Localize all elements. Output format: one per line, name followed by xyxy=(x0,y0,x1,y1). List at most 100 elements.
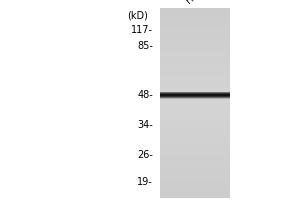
Bar xyxy=(160,173,230,174)
Bar xyxy=(160,131,230,132)
Bar xyxy=(160,57,230,58)
Bar xyxy=(160,68,230,69)
Bar xyxy=(160,69,230,70)
Bar xyxy=(160,93,230,94)
Bar xyxy=(160,44,230,45)
Bar xyxy=(160,96,230,97)
Bar xyxy=(160,58,230,59)
Bar xyxy=(160,95,230,96)
Bar xyxy=(160,167,230,168)
Text: 85-: 85- xyxy=(137,41,153,51)
Bar xyxy=(160,78,230,79)
Text: 48-: 48- xyxy=(137,90,153,100)
Bar xyxy=(160,137,230,138)
Bar xyxy=(160,126,230,127)
Bar xyxy=(160,141,230,142)
Bar xyxy=(160,46,230,47)
Bar xyxy=(160,33,230,34)
Bar xyxy=(160,153,230,154)
Bar xyxy=(160,132,230,133)
Bar xyxy=(160,34,230,35)
Text: 117-: 117- xyxy=(131,25,153,35)
Bar xyxy=(160,130,230,131)
Bar xyxy=(160,184,230,185)
Bar xyxy=(160,16,230,17)
Bar xyxy=(160,158,230,159)
Bar xyxy=(160,75,230,76)
Bar xyxy=(160,182,230,183)
Bar xyxy=(160,189,230,190)
Bar xyxy=(160,77,230,78)
Bar xyxy=(160,185,230,186)
Bar xyxy=(160,35,230,36)
Bar xyxy=(160,38,230,39)
Bar xyxy=(160,39,230,40)
Bar xyxy=(160,24,230,25)
Bar xyxy=(160,26,230,27)
Bar xyxy=(160,70,230,71)
Bar xyxy=(160,191,230,192)
Bar xyxy=(160,148,230,149)
Bar xyxy=(160,186,230,187)
Bar xyxy=(160,121,230,122)
Bar xyxy=(160,27,230,28)
Bar xyxy=(160,157,230,158)
Bar xyxy=(160,42,230,43)
Bar xyxy=(160,60,230,61)
Text: HeLa: HeLa xyxy=(184,0,209,6)
Bar xyxy=(160,99,230,100)
Bar xyxy=(160,91,230,92)
Bar xyxy=(160,124,230,125)
Bar xyxy=(160,194,230,195)
Bar xyxy=(160,129,230,130)
Bar xyxy=(160,25,230,26)
Bar xyxy=(160,20,230,21)
Text: 34-: 34- xyxy=(137,120,153,130)
Bar xyxy=(160,14,230,15)
Bar xyxy=(160,181,230,182)
Bar xyxy=(160,8,230,9)
Bar xyxy=(160,143,230,144)
Bar xyxy=(160,15,230,16)
Bar xyxy=(160,174,230,175)
Bar xyxy=(160,108,230,109)
Bar xyxy=(160,120,230,121)
Bar xyxy=(160,123,230,124)
Bar xyxy=(160,101,230,102)
Bar xyxy=(160,195,230,196)
Bar xyxy=(160,114,230,115)
Bar xyxy=(160,116,230,117)
Bar xyxy=(160,192,230,193)
Bar xyxy=(160,52,230,53)
Bar xyxy=(160,118,230,119)
Bar xyxy=(160,56,230,57)
Bar xyxy=(160,134,230,135)
Bar xyxy=(160,155,230,156)
Bar xyxy=(160,117,230,118)
Bar xyxy=(160,49,230,50)
Bar xyxy=(160,177,230,178)
Bar xyxy=(160,100,230,101)
Bar xyxy=(160,59,230,60)
Bar xyxy=(160,18,230,19)
Bar xyxy=(160,41,230,42)
Bar xyxy=(160,11,230,12)
Bar xyxy=(160,105,230,106)
Bar xyxy=(160,125,230,126)
Bar xyxy=(160,90,230,91)
Bar xyxy=(160,82,230,83)
Bar xyxy=(160,92,230,93)
Bar xyxy=(160,83,230,84)
Bar xyxy=(160,115,230,116)
Bar xyxy=(160,152,230,153)
Bar xyxy=(160,47,230,48)
Bar xyxy=(160,23,230,24)
Bar xyxy=(160,62,230,63)
Bar xyxy=(160,172,230,173)
Bar xyxy=(160,146,230,147)
Bar xyxy=(160,43,230,44)
Bar xyxy=(160,136,230,137)
Bar xyxy=(160,138,230,139)
Bar xyxy=(160,156,230,157)
Bar xyxy=(160,85,230,86)
